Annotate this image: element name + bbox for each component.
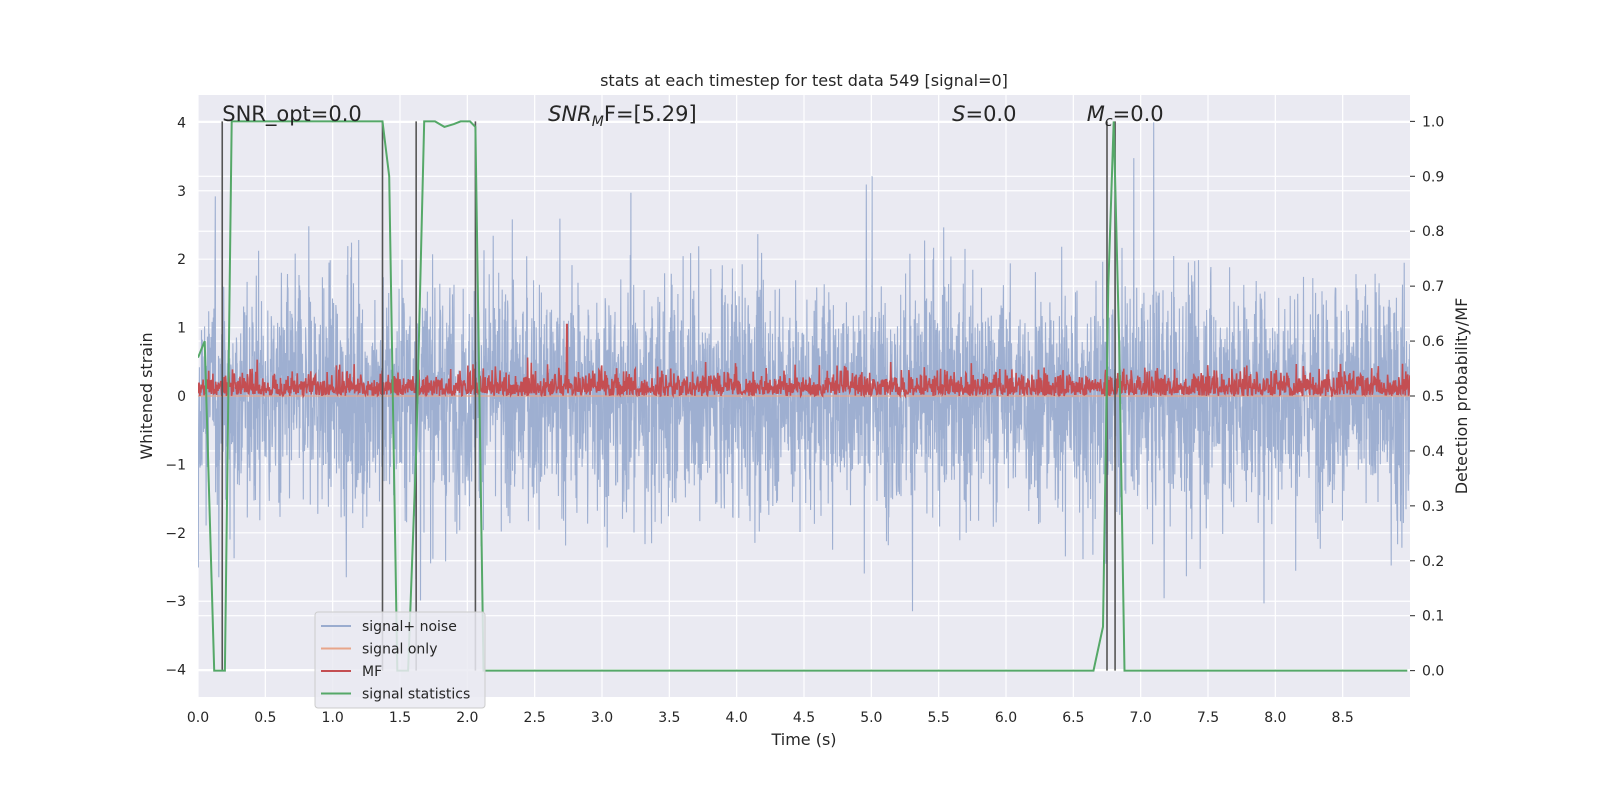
- legend-label-mf: MF: [362, 664, 382, 680]
- y-axis-left-ticks: −4 −3 −2 −1 0 1 2 3 4: [165, 115, 186, 678]
- annotation-snr-mf-base: SNR: [548, 102, 592, 126]
- annotations: SNR_opt=0.0 SNRMF=[5.29] S=0.0 Mc=0.0: [222, 102, 1163, 130]
- x-tick-label: 2.5: [524, 710, 546, 726]
- signal-statistics-line: [198, 120, 1408, 672]
- y-left-tick-label: −2: [165, 526, 186, 542]
- y-right-tick-label: 0.0: [1422, 664, 1444, 680]
- y-axis-right-label: Detection probability/MF: [1452, 298, 1471, 495]
- legend-label-signal-noise: signal+ noise: [362, 619, 457, 635]
- y-left-tick-label: −3: [165, 594, 186, 610]
- x-axis-ticks: 0.0 0.5 1.0 1.5 2.0 2.5 3.0 3.5 4.0 4.5 5.0 5.5 6.0 6…: [187, 710, 1354, 726]
- y-axis-left-label: Whitened strain: [137, 332, 156, 459]
- x-tick-label: 7.0: [1130, 710, 1152, 726]
- legend-box: [314, 611, 486, 709]
- x-tick-label: 4.0: [726, 710, 748, 726]
- y-right-tick-label: 0.3: [1422, 499, 1444, 515]
- annotation-snr-opt: SNR_opt=0.0: [222, 102, 362, 127]
- x-tick-label: 4.5: [793, 710, 815, 726]
- y-left-tick-label: 2: [177, 252, 186, 268]
- x-tick-label: 0.0: [187, 710, 209, 726]
- vertical-markers: [221, 121, 1116, 671]
- annotation-snr-mf: SNRMF=[5.29]: [548, 102, 697, 130]
- x-tick-label: 2.0: [456, 710, 478, 726]
- annotation-s-base: S: [952, 102, 965, 126]
- x-axis-label: Time (s): [770, 730, 836, 749]
- y-right-tick-label: 0.5: [1422, 389, 1444, 405]
- x-tick-label: 3.5: [658, 710, 680, 726]
- chart-title: stats at each timestep for test data 549…: [600, 71, 1008, 90]
- x-tick-label: 1.0: [322, 710, 344, 726]
- x-tick-label: 0.5: [254, 710, 276, 726]
- signal-noise-line: [198, 122, 1410, 612]
- legend-label-signal-statistics: signal statistics: [362, 687, 470, 703]
- annotation-s-value: =0.0: [965, 102, 1016, 126]
- mf-line: [198, 323, 1410, 399]
- annotation-mc: Mc=0.0: [1087, 102, 1164, 130]
- x-tick-label: 5.5: [928, 710, 950, 726]
- y-right-tick-label: 0.7: [1422, 279, 1444, 295]
- legend: signal+ noise signal only MF signal stat…: [314, 611, 486, 709]
- y-right-tick-label: 1.0: [1422, 114, 1444, 130]
- y-right-tick-label: 0.8: [1422, 224, 1444, 240]
- y-right-tick-label: 0.2: [1422, 554, 1444, 570]
- y-axis-right-ticks: 0.0 0.1 0.2 0.3 0.4 0.5 0.6 0.7 0.8 0.9 1.0: [1410, 114, 1444, 680]
- annotation-s: S=0.0: [952, 102, 1016, 126]
- x-tick-label: 8.5: [1332, 710, 1354, 726]
- y-left-tick-label: −1: [165, 457, 186, 473]
- annotation-snr-mf-sub: M: [592, 114, 604, 130]
- x-tick-label: 6.5: [1062, 710, 1084, 726]
- annotation-mc-sub: c: [1105, 114, 1113, 130]
- y-left-tick-label: 3: [177, 184, 186, 200]
- x-tick-label: 7.5: [1197, 710, 1219, 726]
- annotation-mc-base: M: [1087, 102, 1105, 126]
- y-right-tick-label: 0.6: [1422, 334, 1444, 350]
- plot-content: [198, 120, 1410, 672]
- legend-label-signal-only: signal only: [362, 642, 437, 658]
- x-tick-label: 6.0: [995, 710, 1017, 726]
- y-left-tick-label: −4: [165, 663, 186, 679]
- y-right-tick-label: 0.1: [1422, 609, 1444, 625]
- annotation-mc-value: =0.0: [1113, 102, 1164, 126]
- y-right-tick-label: 0.9: [1422, 169, 1444, 185]
- y-left-tick-label: 4: [177, 115, 186, 131]
- x-tick-label: 5.0: [860, 710, 882, 726]
- y-left-tick-label: 0: [177, 389, 186, 405]
- x-tick-label: 8.0: [1264, 710, 1286, 726]
- y-left-tick-label: 1: [177, 321, 186, 337]
- y-right-tick-label: 0.4: [1422, 444, 1444, 460]
- annotation-snr-mf-value: F=[5.29]: [604, 102, 697, 126]
- x-tick-label: 1.5: [389, 710, 411, 726]
- x-tick-label: 3.0: [591, 710, 613, 726]
